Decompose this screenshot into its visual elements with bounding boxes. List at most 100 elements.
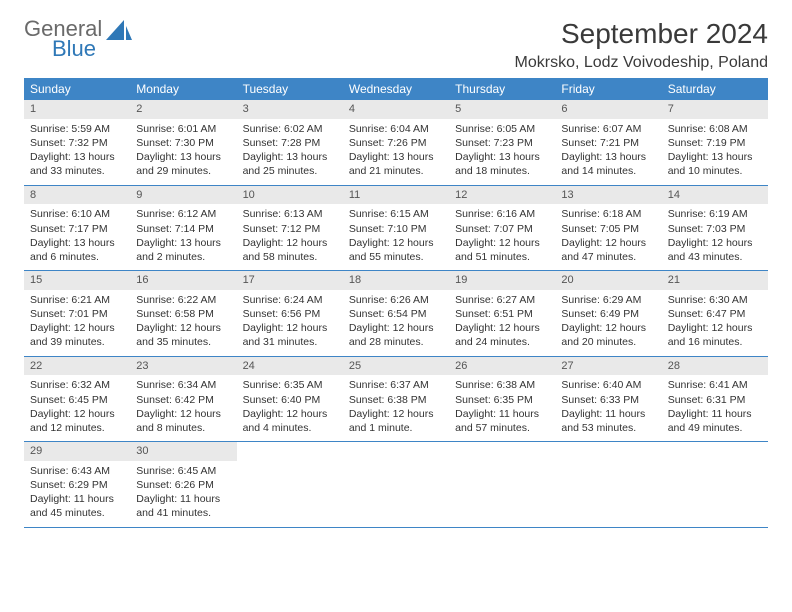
- day-sunrise: Sunrise: 6:29 AM: [561, 293, 655, 307]
- logo-text-group: General Blue: [24, 18, 102, 60]
- day-sunset: Sunset: 6:35 PM: [455, 393, 549, 407]
- day-cell: 7Sunrise: 6:08 AMSunset: 7:19 PMDaylight…: [662, 100, 768, 185]
- day-dl2: and 31 minutes.: [243, 335, 337, 349]
- day-dl2: and 8 minutes.: [136, 421, 230, 435]
- day-cell: [662, 442, 768, 527]
- day-number: 27: [555, 357, 661, 376]
- day-number: 3: [237, 100, 343, 119]
- day-dl2: and 10 minutes.: [668, 164, 762, 178]
- day-cell: 28Sunrise: 6:41 AMSunset: 6:31 PMDayligh…: [662, 357, 768, 442]
- day-dl2: and 47 minutes.: [561, 250, 655, 264]
- title-block: September 2024 Mokrsko, Lodz Voivodeship…: [515, 18, 768, 72]
- day-sunrise: Sunrise: 6:45 AM: [136, 464, 230, 478]
- calendar: Sunday Monday Tuesday Wednesday Thursday…: [24, 78, 768, 528]
- day-sunset: Sunset: 7:32 PM: [30, 136, 124, 150]
- day-dl2: and 24 minutes.: [455, 335, 549, 349]
- day-sunset: Sunset: 7:10 PM: [349, 222, 443, 236]
- day-number: [662, 442, 768, 461]
- day-dl1: Daylight: 13 hours: [668, 150, 762, 164]
- header: General Blue September 2024 Mokrsko, Lod…: [24, 18, 768, 72]
- day-dl1: Daylight: 12 hours: [349, 407, 443, 421]
- day-dl1: Daylight: 11 hours: [136, 492, 230, 506]
- day-sunset: Sunset: 7:19 PM: [668, 136, 762, 150]
- day-number: [449, 442, 555, 461]
- day-number: 5: [449, 100, 555, 119]
- day-header: Saturday: [662, 78, 768, 100]
- day-sunset: Sunset: 7:23 PM: [455, 136, 549, 150]
- day-sunrise: Sunrise: 6:15 AM: [349, 207, 443, 221]
- day-number: 14: [662, 186, 768, 205]
- day-header: Friday: [555, 78, 661, 100]
- day-cell: 25Sunrise: 6:37 AMSunset: 6:38 PMDayligh…: [343, 357, 449, 442]
- day-number: 10: [237, 186, 343, 205]
- day-sunrise: Sunrise: 6:40 AM: [561, 378, 655, 392]
- day-dl2: and 29 minutes.: [136, 164, 230, 178]
- day-dl2: and 57 minutes.: [455, 421, 549, 435]
- day-cell: 10Sunrise: 6:13 AMSunset: 7:12 PMDayligh…: [237, 186, 343, 271]
- day-cell: 30Sunrise: 6:45 AMSunset: 6:26 PMDayligh…: [130, 442, 236, 527]
- day-dl2: and 33 minutes.: [30, 164, 124, 178]
- day-dl2: and 58 minutes.: [243, 250, 337, 264]
- day-dl2: and 28 minutes.: [349, 335, 443, 349]
- day-dl2: and 4 minutes.: [243, 421, 337, 435]
- logo: General Blue: [24, 18, 132, 60]
- day-sunset: Sunset: 7:12 PM: [243, 222, 337, 236]
- day-number: 28: [662, 357, 768, 376]
- day-dl2: and 16 minutes.: [668, 335, 762, 349]
- day-number: [343, 442, 449, 461]
- day-cell: 9Sunrise: 6:12 AMSunset: 7:14 PMDaylight…: [130, 186, 236, 271]
- day-sunrise: Sunrise: 6:35 AM: [243, 378, 337, 392]
- day-dl1: Daylight: 12 hours: [561, 236, 655, 250]
- day-number: 12: [449, 186, 555, 205]
- day-sunrise: Sunrise: 6:04 AM: [349, 122, 443, 136]
- day-number: 11: [343, 186, 449, 205]
- day-cell: 8Sunrise: 6:10 AMSunset: 7:17 PMDaylight…: [24, 186, 130, 271]
- day-number: [237, 442, 343, 461]
- day-cell: 14Sunrise: 6:19 AMSunset: 7:03 PMDayligh…: [662, 186, 768, 271]
- day-dl2: and 45 minutes.: [30, 506, 124, 520]
- day-dl1: Daylight: 12 hours: [243, 236, 337, 250]
- day-sunset: Sunset: 6:58 PM: [136, 307, 230, 321]
- day-cell: 21Sunrise: 6:30 AMSunset: 6:47 PMDayligh…: [662, 271, 768, 356]
- day-dl1: Daylight: 12 hours: [243, 321, 337, 335]
- day-sunset: Sunset: 7:01 PM: [30, 307, 124, 321]
- day-cell: 12Sunrise: 6:16 AMSunset: 7:07 PMDayligh…: [449, 186, 555, 271]
- day-sunset: Sunset: 7:14 PM: [136, 222, 230, 236]
- day-cell: 11Sunrise: 6:15 AMSunset: 7:10 PMDayligh…: [343, 186, 449, 271]
- day-header: Tuesday: [237, 78, 343, 100]
- day-cell: 24Sunrise: 6:35 AMSunset: 6:40 PMDayligh…: [237, 357, 343, 442]
- day-cell: 2Sunrise: 6:01 AMSunset: 7:30 PMDaylight…: [130, 100, 236, 185]
- day-number: 21: [662, 271, 768, 290]
- day-dl1: Daylight: 11 hours: [30, 492, 124, 506]
- day-header: Wednesday: [343, 78, 449, 100]
- week-row: 1Sunrise: 5:59 AMSunset: 7:32 PMDaylight…: [24, 100, 768, 186]
- day-sunrise: Sunrise: 6:10 AM: [30, 207, 124, 221]
- day-dl1: Daylight: 13 hours: [455, 150, 549, 164]
- day-cell: 18Sunrise: 6:26 AMSunset: 6:54 PMDayligh…: [343, 271, 449, 356]
- day-dl2: and 43 minutes.: [668, 250, 762, 264]
- day-sunrise: Sunrise: 6:05 AM: [455, 122, 549, 136]
- day-number: 16: [130, 271, 236, 290]
- day-dl1: Daylight: 12 hours: [243, 407, 337, 421]
- day-number: [555, 442, 661, 461]
- day-sunset: Sunset: 6:29 PM: [30, 478, 124, 492]
- day-sunset: Sunset: 6:33 PM: [561, 393, 655, 407]
- day-dl1: Daylight: 12 hours: [30, 321, 124, 335]
- day-sunrise: Sunrise: 6:18 AM: [561, 207, 655, 221]
- day-sunrise: Sunrise: 6:16 AM: [455, 207, 549, 221]
- day-cell: 13Sunrise: 6:18 AMSunset: 7:05 PMDayligh…: [555, 186, 661, 271]
- day-sunset: Sunset: 7:21 PM: [561, 136, 655, 150]
- day-sunset: Sunset: 6:42 PM: [136, 393, 230, 407]
- day-dl2: and 1 minute.: [349, 421, 443, 435]
- day-dl2: and 18 minutes.: [455, 164, 549, 178]
- day-cell: 29Sunrise: 6:43 AMSunset: 6:29 PMDayligh…: [24, 442, 130, 527]
- day-number: 1: [24, 100, 130, 119]
- day-dl2: and 21 minutes.: [349, 164, 443, 178]
- day-sunrise: Sunrise: 6:32 AM: [30, 378, 124, 392]
- day-number: 23: [130, 357, 236, 376]
- day-number: 6: [555, 100, 661, 119]
- day-cell: [237, 442, 343, 527]
- day-dl2: and 25 minutes.: [243, 164, 337, 178]
- day-dl1: Daylight: 13 hours: [243, 150, 337, 164]
- day-dl1: Daylight: 13 hours: [30, 236, 124, 250]
